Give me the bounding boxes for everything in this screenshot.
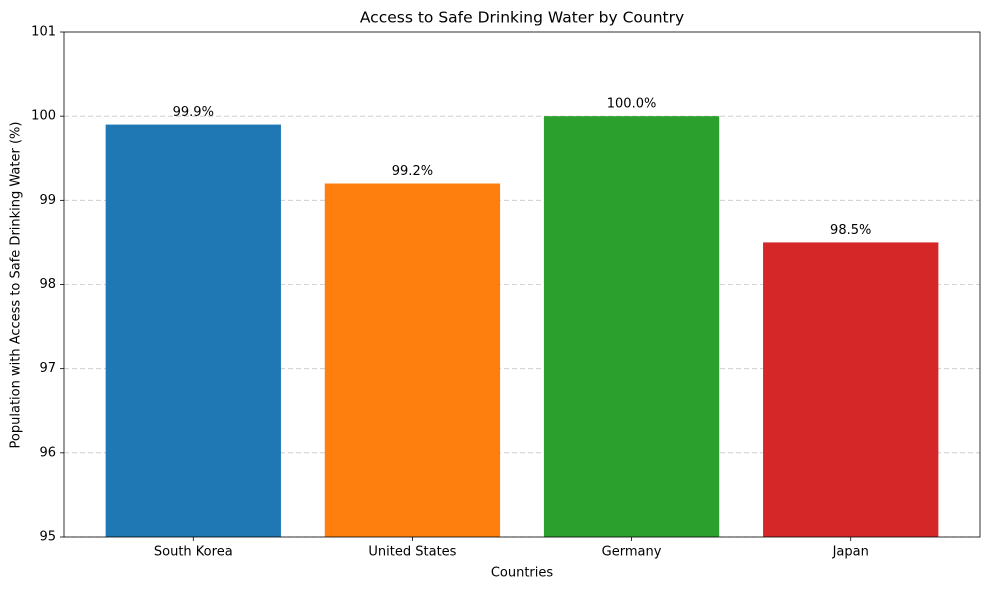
- bar: [543, 116, 720, 538]
- x-tick-label: United States: [368, 545, 456, 560]
- x-tick-label: Japan: [832, 545, 869, 560]
- x-axis-label: Countries: [491, 566, 554, 581]
- x-tick-label: South Korea: [154, 545, 233, 560]
- y-tick-label: 98: [39, 277, 56, 292]
- plot-frame: [63, 31, 981, 538]
- y-tick-label: 95: [39, 530, 56, 545]
- x-tick-label: Germany: [602, 545, 662, 560]
- value-label: 100.0%: [607, 97, 657, 112]
- bar: [763, 242, 939, 537]
- y-tick-label: 100: [31, 109, 56, 124]
- chart-title: Access to Safe Drinking Water by Country: [360, 9, 684, 27]
- y-tick-label: 96: [39, 445, 56, 460]
- y-tick-label: 99: [39, 193, 56, 208]
- bar: [324, 183, 501, 537]
- value-label: 99.2%: [392, 164, 433, 179]
- value-label: 98.5%: [830, 223, 871, 238]
- bar: [105, 124, 281, 537]
- y-tick-label: 101: [31, 25, 56, 40]
- y-tick-label: 97: [39, 361, 56, 376]
- y-axis-label: Population with Access to Safe Drinking …: [9, 122, 24, 449]
- value-label: 99.9%: [173, 105, 214, 120]
